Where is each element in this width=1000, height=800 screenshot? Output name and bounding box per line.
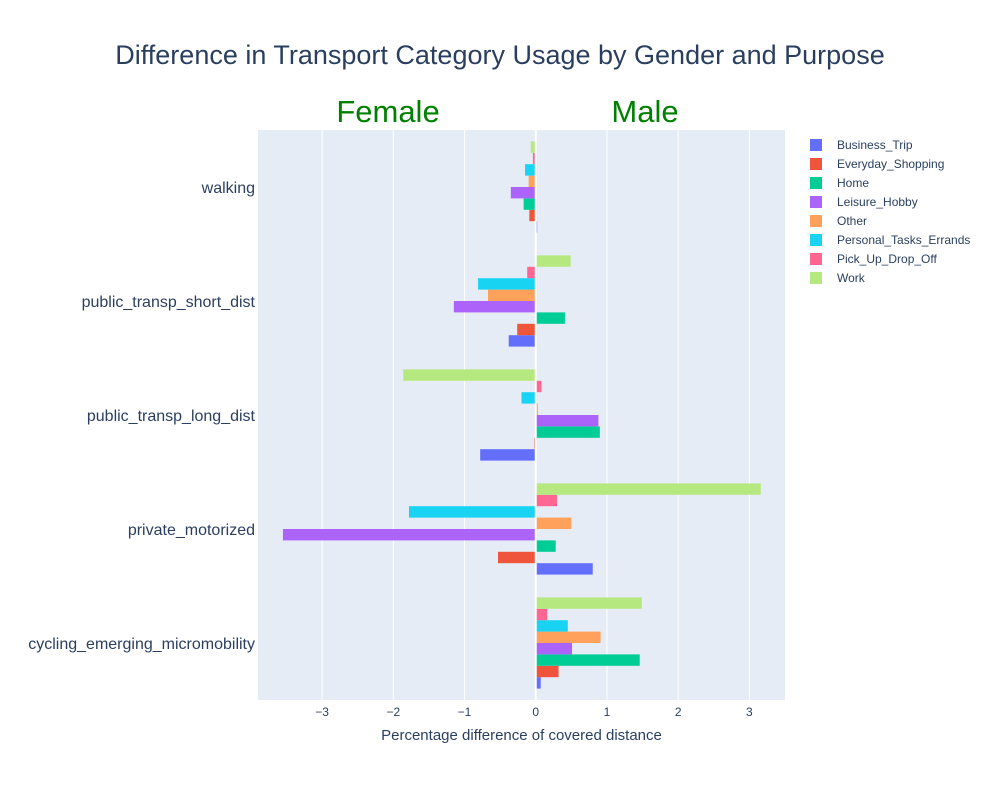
bar-pick-up-drop-off-private-motorized: [535, 494, 558, 507]
legend-label: Home: [837, 176, 869, 190]
bar-home-public-transp-short-dist: [535, 312, 565, 324]
legend-swatch: [810, 177, 822, 189]
legend-swatch: [810, 215, 822, 227]
bar-personal-tasks-errands-cycling-emerging-micromobility: [535, 620, 568, 632]
bar-business-trip-private-motorized: [535, 563, 593, 575]
x-tick-label: −3: [315, 705, 329, 719]
bar-other-public-transp-short-dist: [488, 289, 536, 301]
bar-pick-up-drop-off-public-transp-long-dist: [535, 380, 542, 393]
legend-label: Other: [837, 214, 867, 228]
legend-swatch: [810, 139, 822, 151]
bar-business-trip-cycling-emerging-micromobility: [535, 677, 541, 689]
legend-item[interactable]: Home: [810, 176, 869, 190]
bar-leisure-hobby-cycling-emerging-micromobility: [535, 643, 573, 655]
gridlines: [321, 130, 750, 700]
bar-home-private-motorized: [535, 540, 556, 552]
bar-personal-tasks-errands-walking: [525, 164, 536, 176]
bar-business-trip-public-transp-short-dist: [508, 335, 536, 347]
legend-label: Leisure_Hobby: [837, 195, 918, 209]
legend-label: Business_Trip: [837, 138, 913, 152]
bar-personal-tasks-errands-public-transp-long-dist: [521, 392, 536, 404]
legend-swatch: [810, 158, 822, 170]
bar-work-public-transp-short-dist: [535, 255, 571, 267]
bar-other-public-transp-long-dist: [535, 403, 538, 415]
legend-swatch: [810, 234, 822, 246]
x-tick-label: 1: [604, 705, 611, 719]
bar-everyday-shopping-public-transp-short-dist: [517, 323, 536, 336]
bar-pick-up-drop-off-cycling-emerging-micromobility: [535, 608, 548, 621]
x-tick-label: 3: [746, 705, 753, 719]
legend-item[interactable]: Business_Trip: [810, 138, 913, 152]
legend-item[interactable]: Other: [810, 214, 867, 228]
legend-item[interactable]: Personal_Tasks_Errands: [810, 233, 970, 247]
bar-other-private-motorized: [535, 517, 572, 529]
bar-work-walking: [530, 141, 536, 153]
bar-leisure-hobby-private-motorized: [282, 529, 536, 541]
bar-everyday-shopping-cycling-emerging-micromobility: [535, 665, 559, 678]
bar-home-cycling-emerging-micromobility: [535, 654, 640, 666]
bar-home-public-transp-long-dist: [535, 426, 600, 438]
bar-pick-up-drop-off-walking: [532, 152, 536, 165]
bar-work-public-transp-long-dist: [403, 369, 536, 381]
y-category-label: public_transp_long_dist: [87, 408, 256, 425]
chart-title: Difference in Transport Category Usage b…: [115, 40, 884, 70]
legend-label: Pick_Up_Drop_Off: [837, 252, 937, 266]
bar-business-trip-public-transp-long-dist: [480, 449, 536, 461]
y-category-label: walking: [201, 180, 255, 197]
bar-leisure-hobby-public-transp-long-dist: [535, 415, 599, 427]
x-tick-label: 2: [675, 705, 682, 719]
x-ticks: −3 −2 −1 0 1 2 3: [315, 705, 753, 719]
legend-swatch: [810, 253, 822, 265]
legend-swatch: [810, 272, 822, 284]
bars: [282, 141, 761, 689]
x-tick-label: 0: [532, 705, 539, 719]
legend: Business_Trip Everyday_Shopping Home Leisur…: [810, 138, 970, 285]
bar-home-walking: [523, 198, 536, 210]
legend-swatch: [810, 196, 822, 208]
x-tick-label: −1: [458, 705, 472, 719]
y-category-label: public_transp_short_dist: [82, 294, 256, 311]
bar-personal-tasks-errands-public-transp-short-dist: [478, 278, 536, 290]
legend-item[interactable]: Pick_Up_Drop_Off: [810, 252, 937, 266]
annotation-female: Female: [336, 94, 439, 129]
bar-other-cycling-emerging-micromobility: [535, 631, 601, 643]
y-category-labels: walking public_transp_short_dist public_tr…: [28, 180, 255, 653]
x-tick-label: −2: [386, 705, 400, 719]
annotation-male: Male: [611, 94, 678, 129]
legend-label: Work: [837, 271, 866, 285]
bar-everyday-shopping-walking: [529, 209, 536, 222]
legend-item[interactable]: Work: [810, 271, 866, 285]
bar-pick-up-drop-off-public-transp-short-dist: [527, 266, 536, 279]
bar-leisure-hobby-public-transp-short-dist: [453, 301, 536, 313]
bar-work-cycling-emerging-micromobility: [535, 597, 642, 609]
plot-area: [258, 130, 785, 700]
bar-work-private-motorized: [535, 483, 761, 495]
bar-everyday-shopping-private-motorized: [497, 551, 536, 564]
legend-label: Personal_Tasks_Errands: [837, 233, 970, 247]
legend-item[interactable]: Leisure_Hobby: [810, 195, 918, 209]
bar-personal-tasks-errands-private-motorized: [408, 506, 536, 518]
y-category-label: private_motorized: [128, 522, 255, 539]
bar-leisure-hobby-walking: [510, 187, 536, 199]
legend-item[interactable]: Everyday_Shopping: [810, 157, 944, 171]
y-category-label: cycling_emerging_micromobility: [28, 636, 255, 653]
x-axis-title: Percentage difference of covered distanc…: [381, 727, 662, 744]
legend-label: Everyday_Shopping: [837, 157, 944, 171]
bar-other-walking: [528, 175, 536, 187]
